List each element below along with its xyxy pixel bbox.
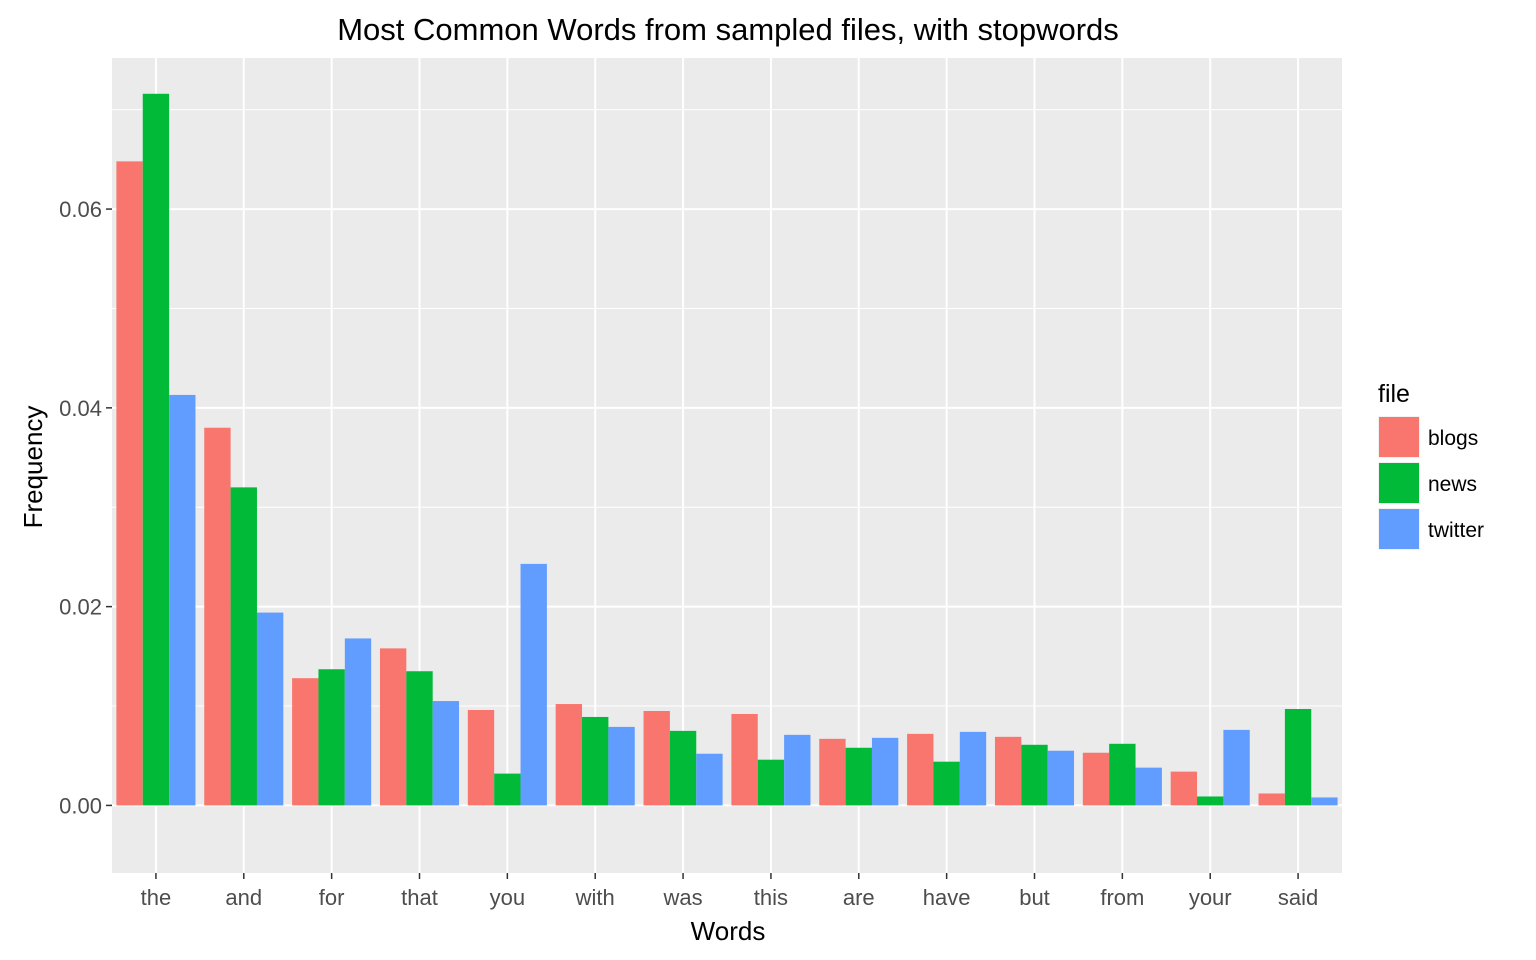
y-axis-title: Frequency	[18, 406, 48, 529]
bar-twitter-your	[1223, 729, 1250, 806]
x-tick-label-you: you	[490, 885, 525, 910]
bar-twitter-and	[256, 612, 284, 806]
legend-label-news: news	[1428, 473, 1477, 496]
bar-news-but	[1021, 744, 1048, 806]
bar-blogs-have	[907, 733, 934, 806]
y-tick-label: 0.06	[59, 197, 102, 222]
legend-label-blogs: blogs	[1428, 427, 1478, 450]
bars-group	[116, 93, 1338, 806]
bar-news-this	[757, 759, 785, 806]
bar-blogs-you	[467, 710, 495, 806]
bar-blogs-your	[1170, 771, 1198, 806]
bar-news-your	[1197, 796, 1224, 806]
legend: file blogs news twitter	[1378, 380, 1484, 550]
x-tick-label-said: said	[1278, 885, 1318, 910]
bar-news-was	[669, 730, 697, 806]
x-tick-label-are: are	[843, 885, 875, 910]
x-axis: the and for that you with was this are have but fro…	[141, 873, 1318, 910]
bar-news-that	[406, 671, 433, 806]
bar-twitter-but	[1047, 750, 1075, 806]
bar-twitter-said	[1311, 797, 1338, 806]
bar-news-with	[582, 716, 609, 806]
x-tick-label-have: have	[923, 885, 971, 910]
bar-news-you	[494, 773, 521, 806]
bar-blogs-but	[994, 736, 1022, 806]
bar-news-the	[142, 93, 170, 806]
x-tick-label-and: and	[225, 885, 262, 910]
bar-blogs-from	[1082, 752, 1110, 806]
bar-blogs-was	[643, 710, 670, 806]
bar-blogs-the	[116, 161, 143, 806]
x-tick-label-with: with	[575, 885, 615, 910]
bar-twitter-for	[344, 638, 372, 806]
legend-swatch-news	[1379, 463, 1419, 503]
bar-news-have	[933, 761, 960, 806]
x-tick-label-your: your	[1189, 885, 1232, 910]
bar-blogs-that	[379, 648, 407, 806]
bar-news-and	[230, 487, 257, 806]
bar-twitter-was	[696, 753, 723, 806]
bar-news-for	[318, 669, 345, 806]
y-tick-label: 0.02	[59, 595, 102, 620]
x-tick-label-from: from	[1100, 885, 1144, 910]
bar-twitter-are	[871, 737, 899, 806]
bar-twitter-from	[1135, 767, 1162, 806]
chart-title: Most Common Words from sampled files, wi…	[337, 12, 1119, 47]
bar-twitter-you	[520, 563, 547, 806]
bar-twitter-with	[608, 726, 635, 806]
legend-swatch-twitter	[1379, 509, 1419, 549]
x-tick-label-was: was	[663, 885, 703, 910]
y-tick-label: 0.04	[59, 396, 102, 421]
x-tick-label-the: the	[141, 885, 172, 910]
bar-blogs-for	[292, 678, 319, 806]
legend-swatch-blogs	[1379, 417, 1419, 457]
bar-twitter-the	[169, 394, 196, 806]
bar-blogs-this	[731, 713, 758, 806]
bar-blogs-said	[1258, 793, 1285, 806]
bar-blogs-with	[555, 704, 583, 806]
bar-news-are	[845, 747, 872, 806]
y-tick-label: 0.00	[59, 793, 102, 818]
x-axis-title: Words	[691, 916, 766, 946]
bar-twitter-this	[784, 734, 811, 806]
x-tick-label-for: for	[319, 885, 345, 910]
bar-news-said	[1284, 709, 1312, 806]
bar-twitter-that	[432, 701, 460, 806]
x-tick-label-this: this	[754, 885, 788, 910]
x-tick-label-that: that	[401, 885, 438, 910]
bar-news-from	[1109, 743, 1136, 806]
legend-title: file	[1378, 380, 1410, 408]
legend-label-twitter: twitter	[1428, 519, 1484, 542]
x-tick-label-but: but	[1019, 885, 1050, 910]
bar-twitter-have	[959, 731, 987, 806]
bar-blogs-are	[819, 738, 846, 806]
bar-blogs-and	[204, 427, 231, 806]
y-axis: 0.00 0.02 0.04 0.06	[59, 197, 112, 818]
